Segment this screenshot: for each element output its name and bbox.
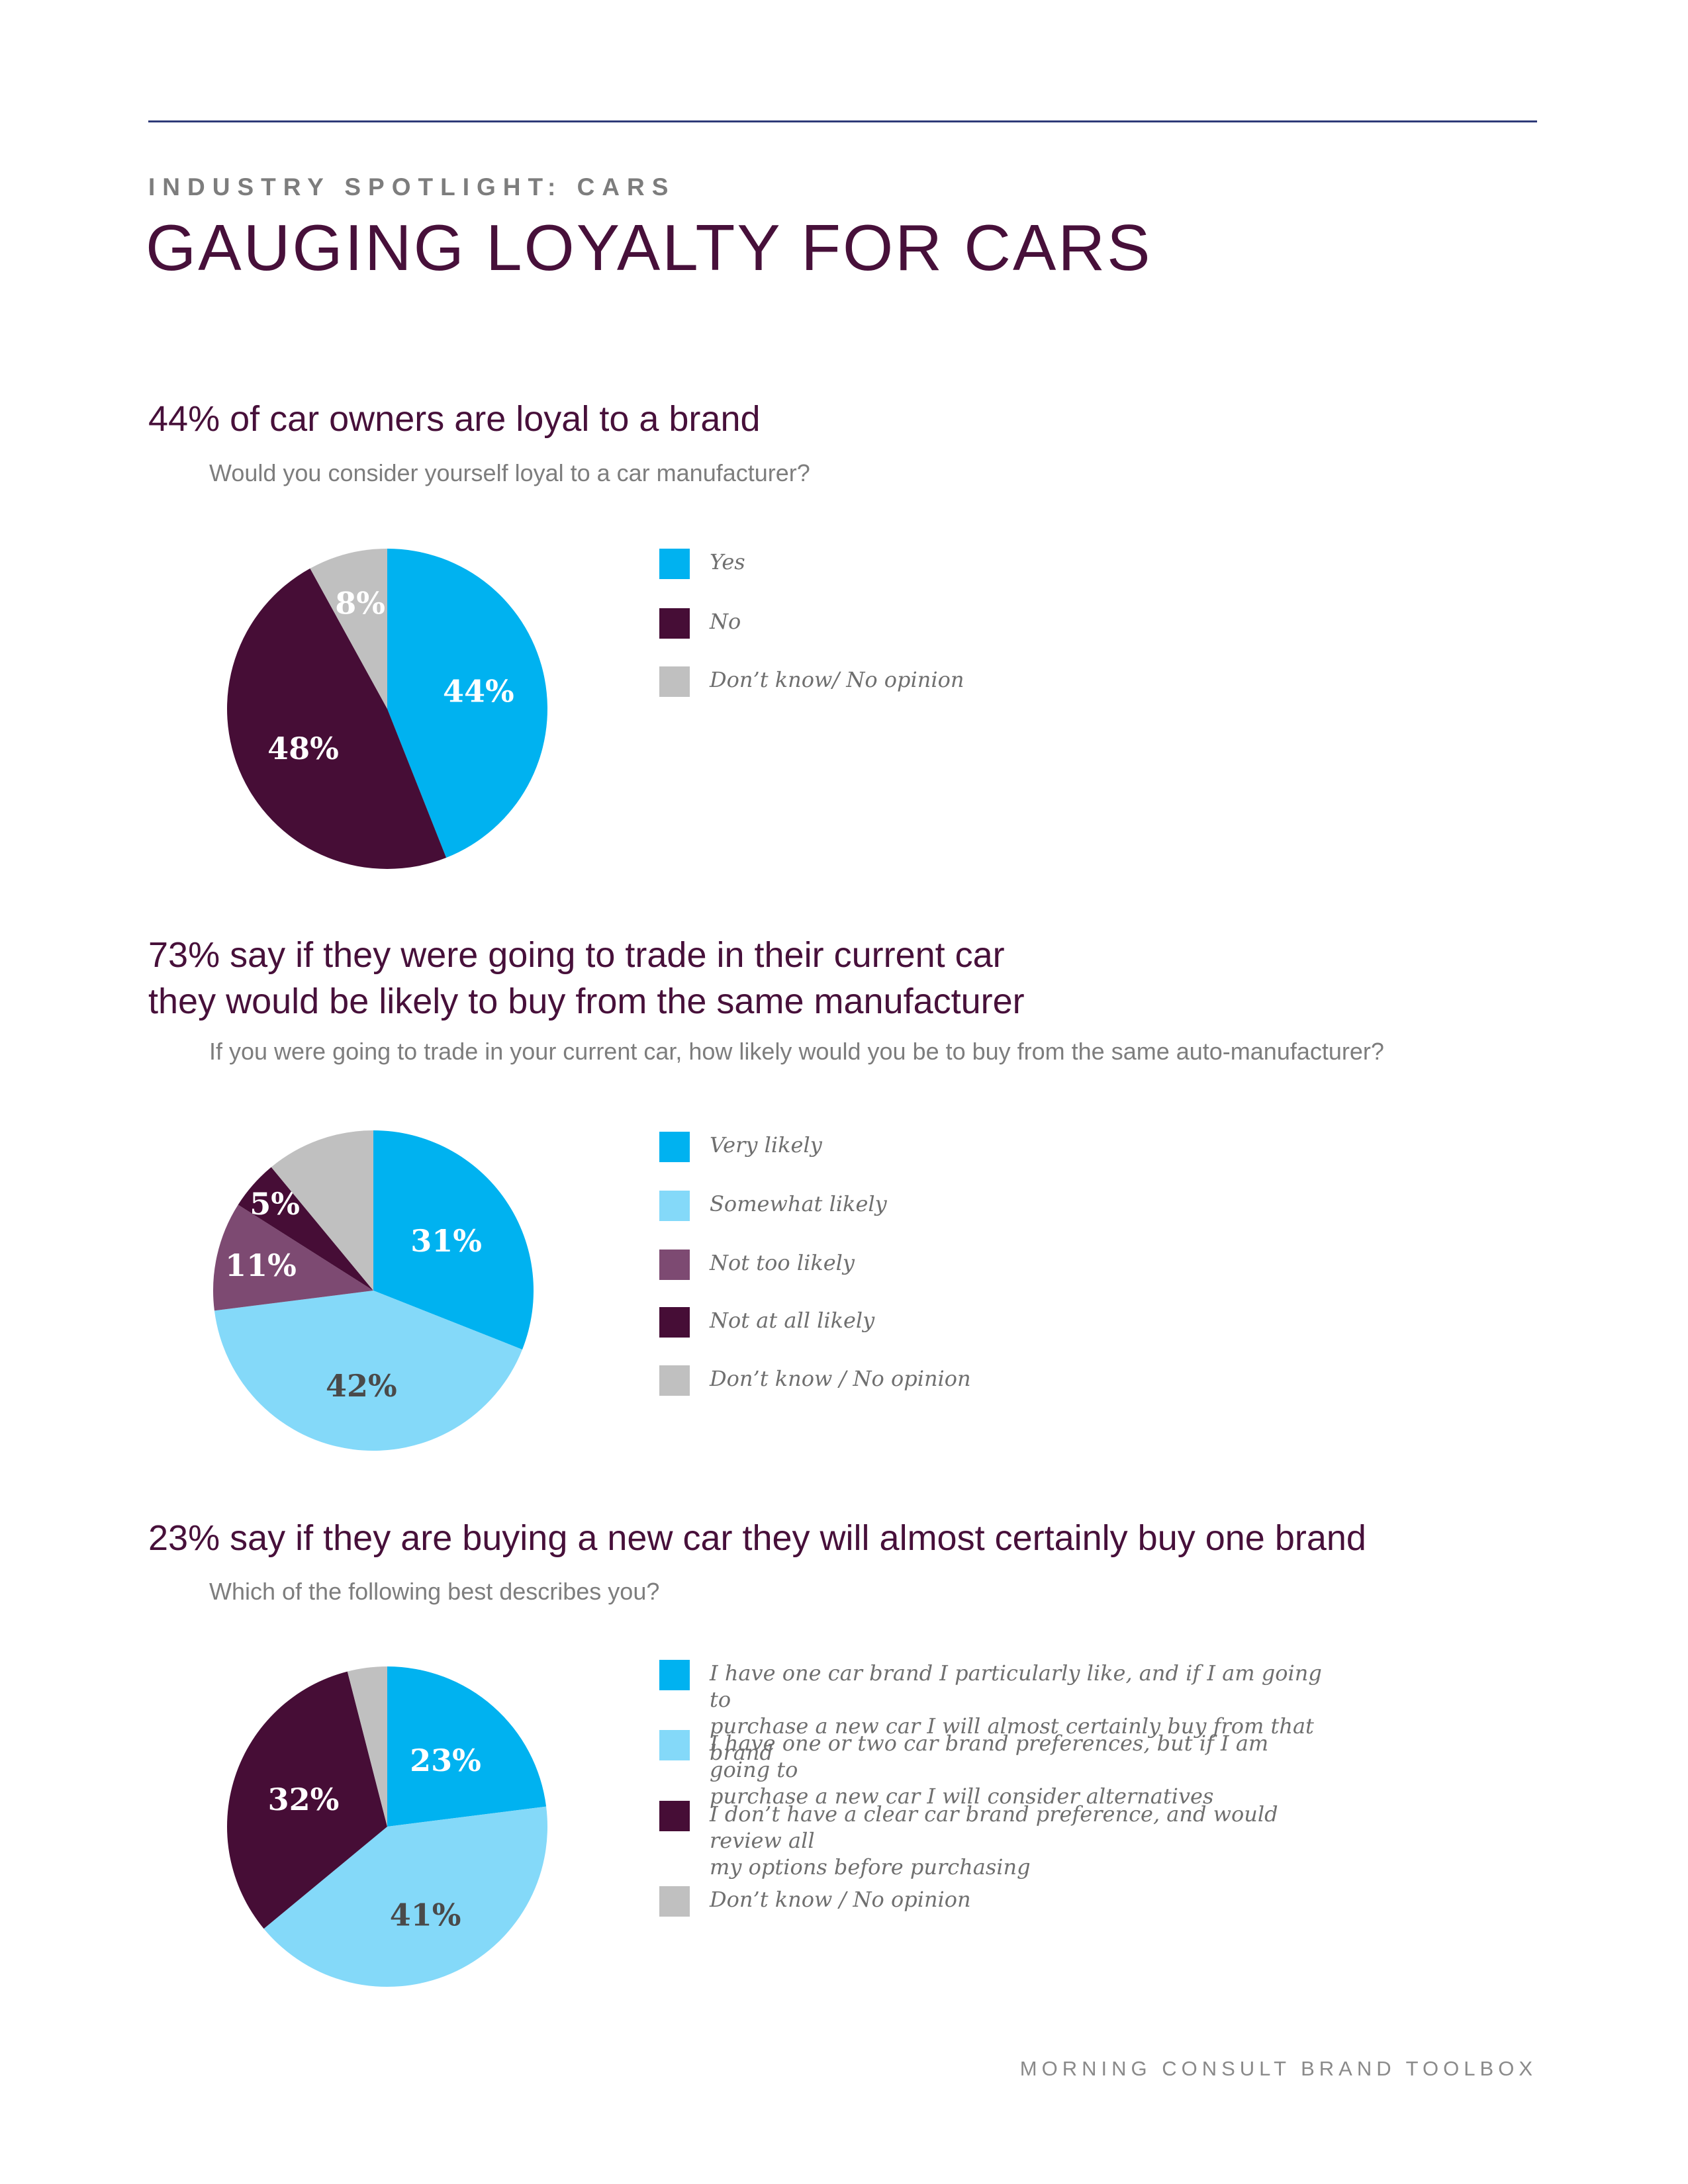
pie-slice-2 [214,1291,523,1451]
legend-label: Don’t know/ No opinion [710,667,964,692]
legend-label: No [710,609,741,634]
pie-slice-label-2: 41% [390,1897,461,1933]
legend-swatch [659,666,690,697]
footer-brand: MORNING CONSULT BRAND TOOLBOX [1019,2057,1537,2080]
pie-slice-label-1: 23% [410,1743,481,1778]
pie-slice-2 [263,1806,547,1987]
legend-swatch [659,1660,690,1690]
legend-swatch [659,608,690,639]
pie-slice-2 [227,568,447,869]
legend-swatch [659,1730,690,1760]
legend-label: I have one or two car brand preferences,… [710,1731,1269,1809]
legend-item: I have one car brand I particularly like… [659,1660,1332,1766]
pie-slice-1 [373,1130,534,1350]
legend-swatch [659,1307,690,1338]
section-1-headline: 44% of car owners are loyal to a brand [148,399,761,439]
legend-swatch [659,1132,690,1162]
legend-item: Not too likely [659,1250,1332,1280]
legend-item: Not at all likely [659,1307,1332,1338]
pie-slice-3 [310,549,387,709]
legend-item: Don’t know / No opinion [659,1365,1332,1396]
pie-slice-4 [347,1666,387,1827]
legend-label: Very likely [710,1132,822,1158]
section-2-headline: 73% say if they were going to trade in t… [148,932,1025,1024]
legend-swatch [659,1801,690,1831]
top-divider [148,120,1537,122]
legend-swatch [659,549,690,579]
pie-chart-trade-in: 31% 42% 11% 5% [213,1130,534,1451]
legend-item: Don’t know/ No opinion [659,666,1332,697]
section-3-headline: 23% say if they are buying a new car the… [148,1518,1366,1558]
pie-slice-3 [227,1671,387,1929]
section-2-headline-line-1: 73% say if they were going to trade in t… [148,935,1005,975]
section-3-question: Which of the following best describes yo… [209,1578,660,1605]
legend-item: Somewhat likely [659,1191,1332,1221]
legend-item: Yes [659,549,1332,579]
eyebrow-label: INDUSTRY SPOTLIGHT: CARS [148,173,676,201]
section-2-headline-line-2: they would be likely to buy from the sam… [148,981,1025,1021]
section-2-question: If you were going to trade in your curre… [209,1038,1384,1065]
legend-label: Somewhat likely [710,1191,887,1216]
legend-swatch [659,1250,690,1280]
pie-chart-loyalty: 44% 48% 8% [227,549,547,869]
legend-label: Don’t know / No opinion [710,1887,971,1912]
pie-slice-label-3: 32% [268,1782,340,1817]
pie-slice-label-3: 8% [335,586,385,621]
pie-slice-1 [387,1666,547,1827]
legend-label: Not at all likely [710,1308,875,1333]
legend-label: I have one car brand I particularly like… [710,1661,1322,1765]
legend-item: I don’t have a clear car brand preferenc… [659,1801,1332,1880]
pie-slice-1 [387,549,547,858]
pie-slice-label-2: 42% [326,1368,397,1404]
legend-item: No [659,608,1332,639]
legend-label: Yes [710,549,745,574]
pie-slice-label-2: 48% [267,731,339,766]
legend-item: Very likely [659,1132,1332,1162]
pie-slice-label-1: 31% [410,1223,482,1259]
pie-slice-label-4: 5% [250,1186,300,1222]
pie-slice-3 [213,1205,373,1311]
legend-label: I don’t have a clear car brand preferenc… [710,1801,1278,1880]
pie-slice-5 [271,1130,373,1291]
legend-item: I have one or two car brand preferences,… [659,1730,1332,1809]
pie-slice-label-3: 11% [225,1248,297,1283]
legend-label: Not too likely [710,1250,855,1275]
legend-swatch [659,1365,690,1396]
pie-slice-4 [238,1167,373,1291]
pie-slice-label-1: 44% [443,674,514,709]
legend-item: Don’t know / No opinion [659,1886,1332,1917]
section-1-question: Would you consider yourself loyal to a c… [209,459,810,486]
legend-swatch [659,1191,690,1221]
legend-label: Don’t know / No opinion [710,1366,971,1391]
page-title: GAUGING LOYALTY FOR CARS [146,211,1152,284]
pie-chart-brand-preference: 23% 41% 32% [227,1666,547,1987]
legend-swatch [659,1886,690,1917]
